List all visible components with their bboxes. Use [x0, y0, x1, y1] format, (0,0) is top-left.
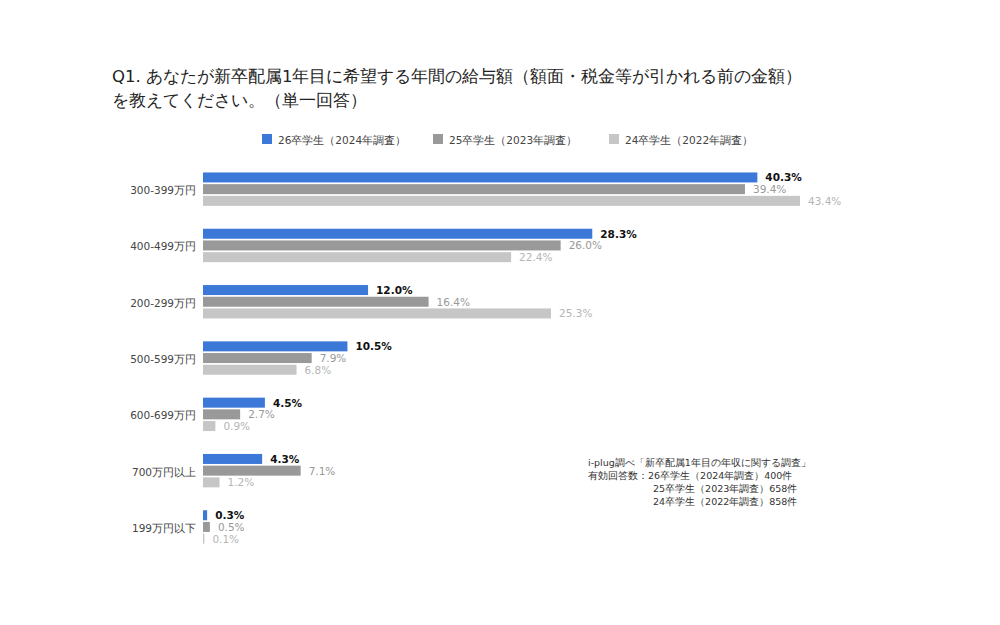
data-label: 4.3%	[270, 453, 300, 465]
data-label: 22.4%	[519, 251, 552, 263]
data-label: 0.5%	[218, 521, 245, 533]
annotation-line: 有効回答数：26卒学生（2024年調査）400件	[588, 470, 792, 481]
category-label: 200-299万円	[130, 297, 196, 309]
bar	[203, 365, 297, 375]
bar	[203, 409, 240, 419]
legend-swatch	[433, 134, 443, 144]
title: Q1. あなたが新卒配属1年目に希望する年間の給与額（額面・税金等が引かれる前の…	[112, 67, 802, 86]
bar	[203, 522, 210, 532]
bar	[203, 196, 800, 206]
data-labels: 40.3%39.4% 43.4% 28.3%26.0% 22.4% 12.0% 16.4%…	[212, 171, 841, 544]
bar	[203, 477, 220, 487]
bars	[203, 172, 800, 543]
bar	[203, 172, 757, 182]
bar	[203, 252, 511, 262]
legend-label: 25卒学生（2023年調査）	[449, 134, 577, 146]
data-label: 1.2%	[228, 476, 255, 488]
bar	[203, 341, 347, 351]
legend-label: 26卒学生（2024年調査）	[278, 134, 406, 146]
bar	[203, 534, 204, 544]
data-label: 25.3%	[559, 307, 592, 319]
category-label: 500-599万円	[130, 353, 196, 365]
bar	[203, 308, 551, 318]
data-label: 4.5%	[273, 397, 303, 409]
legend-swatch	[262, 134, 272, 144]
bar	[203, 184, 745, 194]
category-label: 199万円以下	[132, 522, 196, 534]
bar	[203, 454, 262, 464]
bar	[203, 466, 301, 476]
category-label: 300-399万円	[130, 184, 196, 196]
legend-swatch	[609, 134, 619, 144]
annotation-line: i-plug調べ「新卒配属1年目の年収に関する調査」	[588, 457, 811, 468]
title: を教えてください。（単一回答）	[112, 91, 367, 110]
bar	[203, 229, 592, 239]
annotation-line: 25卒学生（2023年調査）658件	[653, 483, 797, 494]
bar	[203, 297, 429, 307]
annotation-line: 24卒学生（2022年調査）858件	[653, 496, 797, 507]
bar	[203, 285, 368, 295]
legend-label: 24卒学生（2022年調査）	[625, 134, 753, 146]
data-label: 2.7%	[248, 408, 275, 420]
data-label: 7.1%	[309, 465, 336, 477]
category-label: 700万円以上	[132, 466, 196, 478]
bar	[203, 510, 207, 520]
chart: Q1. あなたが新卒配属1年目に希望する年間の給与額（額面・税金等が引かれる前の…	[0, 0, 1000, 625]
data-label: 10.5%	[355, 340, 392, 352]
category-label: 600-699万円	[130, 409, 196, 421]
data-label: 40.3%	[765, 171, 802, 183]
bar	[203, 398, 265, 408]
data-label: 26.0%	[569, 239, 602, 251]
category-axis: 300-399万円 400-499万円 200-299万円 500-599万円 600-…	[130, 184, 196, 534]
data-label: 43.4%	[808, 195, 841, 207]
legend: 26卒学生（2024年調査） 25卒学生（2023年調査） 24卒学生（2022年調…	[262, 134, 753, 146]
data-label: 28.3%	[600, 228, 637, 240]
category-label: 400-499万円	[130, 240, 196, 252]
data-label: 12.0%	[376, 284, 413, 296]
bar	[203, 240, 561, 250]
data-label: 16.4%	[437, 296, 470, 308]
bar	[203, 353, 312, 363]
data-label: 0.1%	[212, 533, 239, 545]
bar	[203, 421, 215, 431]
data-label: 0.3%	[215, 509, 245, 521]
data-label: 6.8%	[305, 364, 332, 376]
data-label: 0.9%	[223, 420, 250, 432]
annotation: i-plug調べ「新卒配属1年目の年収に関する調査」有効回答数：26卒学生（20…	[588, 457, 811, 507]
data-label: 39.4%	[753, 183, 786, 195]
data-label: 7.9%	[320, 352, 347, 364]
